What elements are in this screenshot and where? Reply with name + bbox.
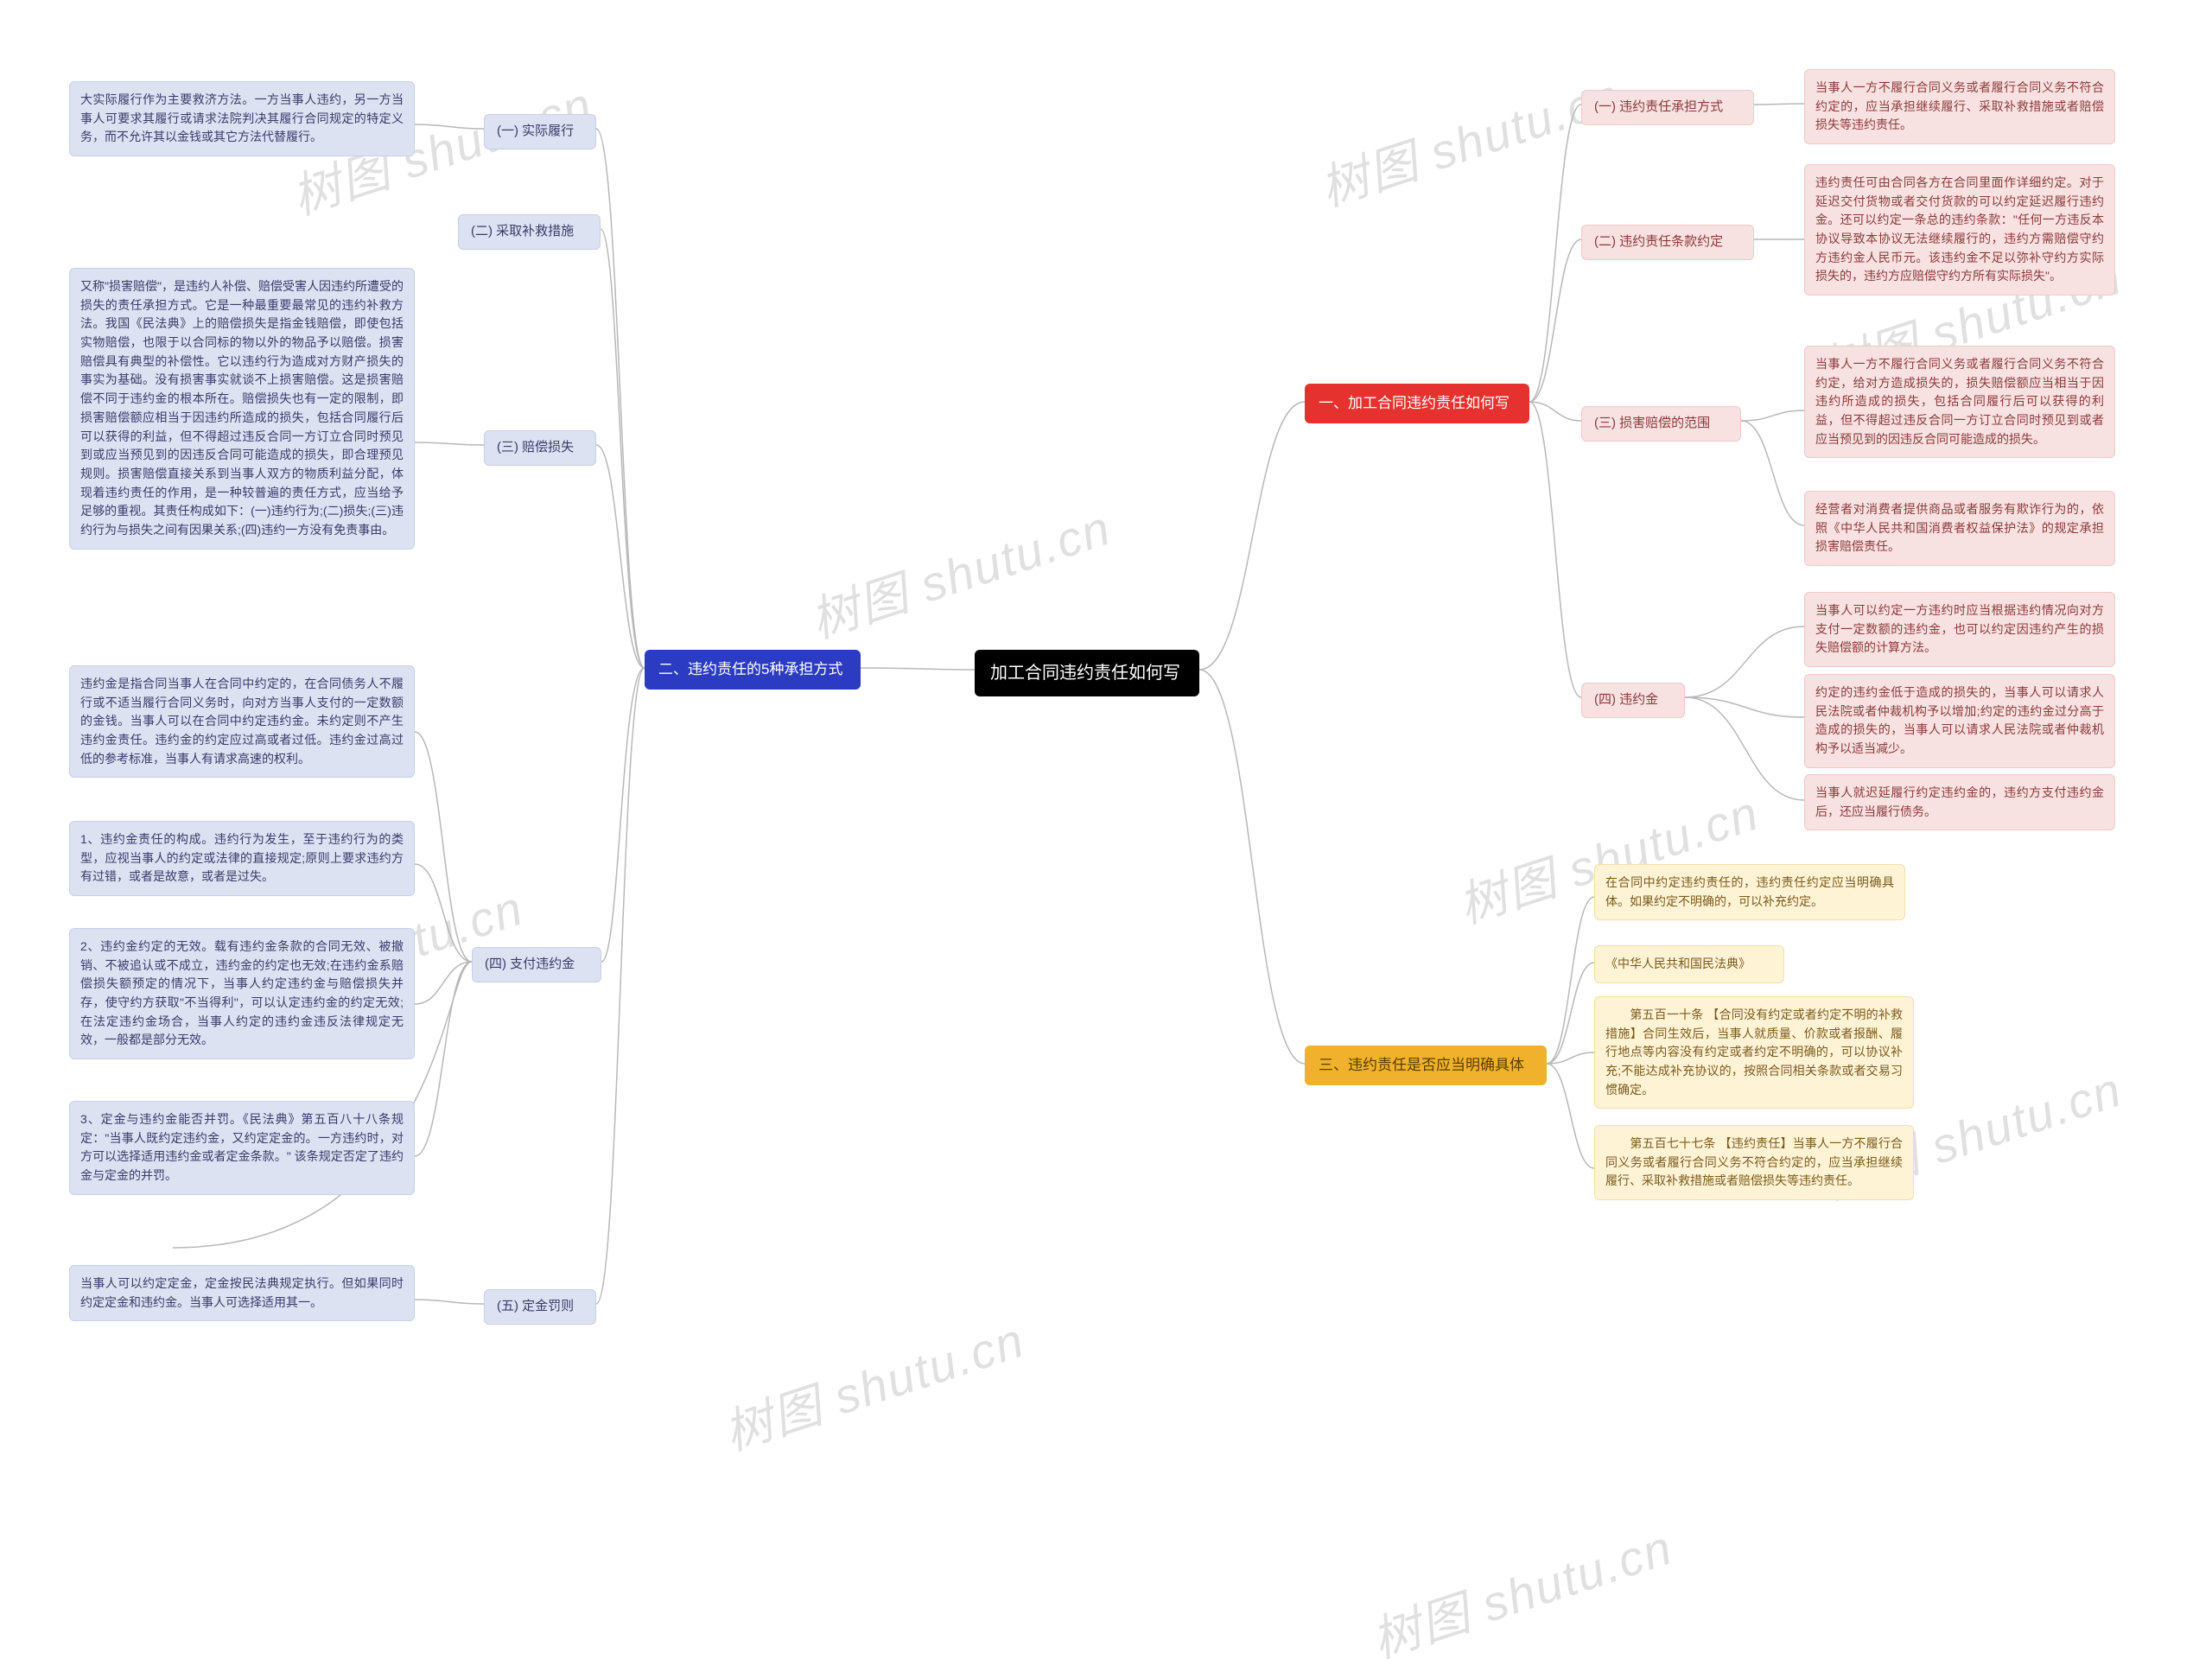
s1-sub3-leaf2: 经营者对消费者提供商品或者服务有欺诈行为的，依照《中华人民共和国消费者权益保护法…	[1804, 491, 2115, 566]
root-node[interactable]: 加工合同违约责任如何写	[975, 650, 1199, 696]
s1-sub4-leaf1: 当事人可以约定一方违约时应当根据违约情况向对方支付一定数额的违约金，也可以约定因…	[1804, 592, 2115, 667]
s2-sub1[interactable]: (一) 实际履行	[484, 114, 596, 149]
s2-sub4-leaf3: 2、违约金约定的无效。载有违约金条款的合同无效、被撤销、不被追认或不成立，违约金…	[69, 928, 415, 1059]
s2-sub4[interactable]: (四) 支付违约金	[472, 947, 601, 982]
s1-sub4-leaf2: 约定的违约金低于造成的损失的，当事人可以请求人民法院或者仲裁机构予以增加;约定的…	[1804, 674, 2115, 768]
section-3[interactable]: 三、违约责任是否应当明确具体	[1305, 1046, 1547, 1085]
s1-sub3[interactable]: (三) 损害赔偿的范围	[1581, 406, 1741, 442]
s1-sub2-leaf: 违约责任可由合同各方在合同里面作详细约定。对于延迟交付货物或者交付货款的可以约定…	[1804, 164, 2115, 296]
s3-leaf4: 第五百七十七条 【违约责任】当事人一方不履行合同义务或者履行合同义务不符合约定的…	[1594, 1125, 1914, 1200]
s1-sub3-leaf1: 当事人一方不履行合同义务或者履行合同义务不符合约定，给对方造成损失的，损失赔偿额…	[1804, 346, 2115, 458]
watermark: 树图 shutu.cn	[1310, 57, 1629, 220]
watermark: 树图 shutu.cn	[1362, 1509, 1681, 1672]
s1-sub4-leaf3: 当事人就迟延履行约定违约金的，违约方支付违约金后，还应当履行债务。	[1804, 774, 2115, 830]
s2-sub3[interactable]: (三) 赔偿损失	[484, 430, 596, 466]
section-2[interactable]: 二、违约责任的5种承担方式	[645, 650, 861, 690]
s1-sub1-leaf: 当事人一方不履行合同义务或者履行合同义务不符合约定的，应当承担继续履行、采取补救…	[1804, 69, 2115, 144]
section-1[interactable]: 一、加工合同违约责任如何写	[1305, 384, 1529, 423]
s2-sub1-leaf: 大实际履行作为主要救济方法。一方当事人违约，另一方当事人可要求其履行或请求法院判…	[69, 81, 415, 156]
s3-leaf1: 在合同中约定违约责任的，违约责任约定应当明确具体。如果约定不明确的，可以补充约定…	[1594, 864, 1905, 920]
watermark: 树图 shutu.cn	[800, 489, 1119, 652]
s2-sub3-leaf: 又称"损害赔偿"，是违约人补偿、赔偿受害人因违约所遭受的损失的责任承担方式。它是…	[69, 268, 415, 550]
s2-sub4-leaf4: 3、定金与违约金能否并罚。《民法典》第五百八十八条规定："当事人既约定违约金，又…	[69, 1101, 415, 1195]
s2-sub4-leaf2: 1、违约金责任的构成。违约行为发生，至于违约行为的类型，应视当事人的约定或法律的…	[69, 821, 415, 896]
s2-sub4-leaf1: 违约金是指合同当事人在合同中约定的，在合同债务人不履行或不适当履行合同义务时，向…	[69, 665, 415, 778]
watermark: 树图 shutu.cn	[714, 1301, 1033, 1465]
s1-sub1[interactable]: (一) 违约责任承担方式	[1581, 90, 1754, 125]
s3-leaf3: 第五百一十条 【合同没有约定或者约定不明的补救措施】合同生效后，当事人就质量、价…	[1594, 996, 1914, 1109]
s3-leaf2: 《中华人民共和国民法典》	[1594, 945, 1784, 983]
s1-sub4[interactable]: (四) 违约金	[1581, 683, 1685, 718]
s2-sub5[interactable]: (五) 定金罚则	[484, 1289, 596, 1325]
s1-sub2[interactable]: (二) 违约责任条款约定	[1581, 225, 1754, 260]
s2-sub5-leaf: 当事人可以约定定金，定金按民法典规定执行。但如果同时约定定金和违约金。当事人可选…	[69, 1265, 415, 1321]
s2-sub2[interactable]: (二) 采取补救措施	[458, 214, 601, 250]
